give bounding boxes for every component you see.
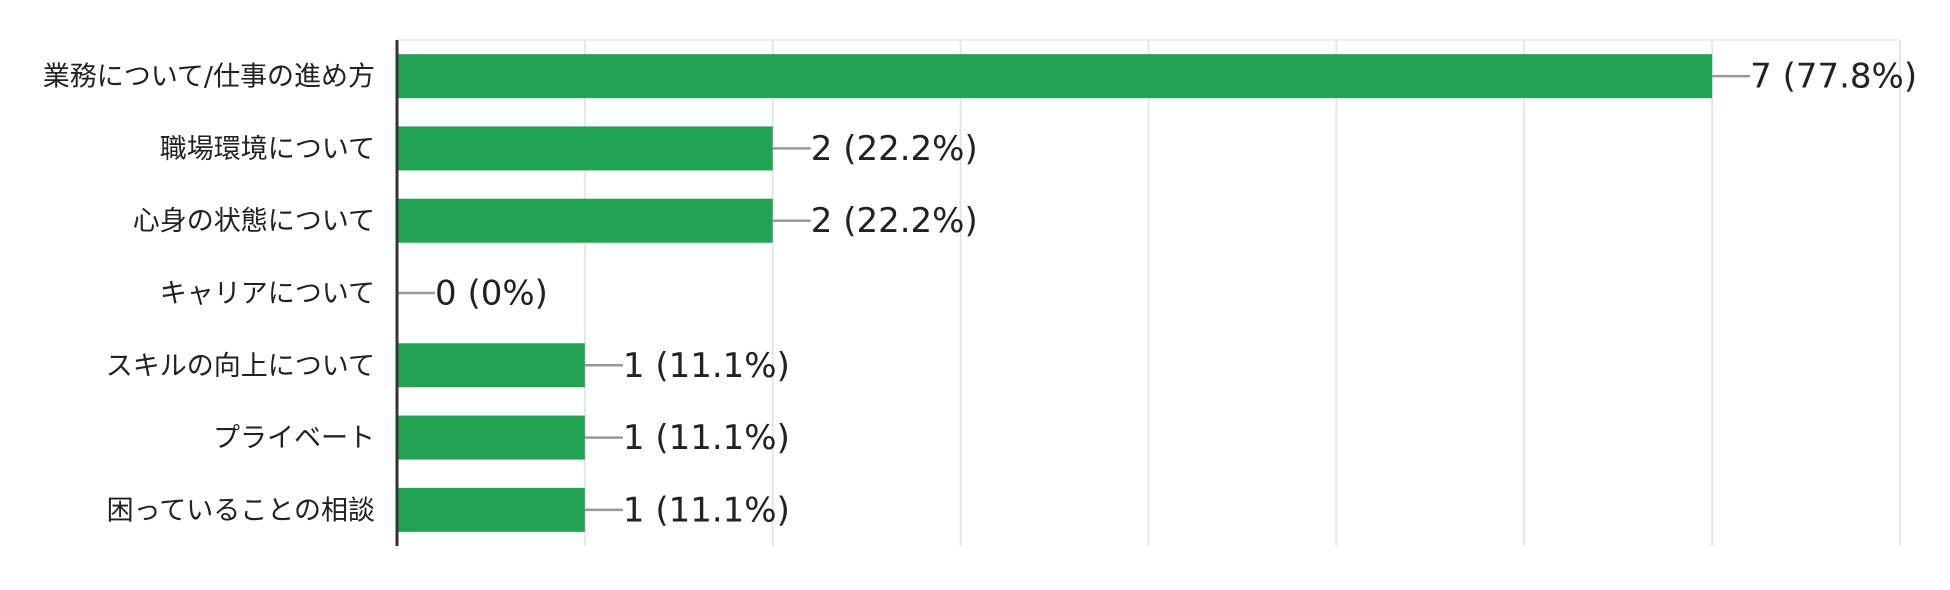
category-label: 職場環境について: [160, 134, 375, 165]
value-label: 2 (22.2%): [811, 129, 978, 169]
category-label: スキルの向上について: [106, 351, 375, 382]
category-label: 業務について/仕事の進め方: [43, 62, 375, 93]
value-label: 1 (11.1%): [623, 418, 790, 458]
bar: [397, 343, 585, 388]
value-label: 1 (11.1%): [623, 346, 790, 386]
value-label: 0 (0%): [435, 274, 548, 314]
bar: [397, 54, 1713, 99]
category-label: プライベート: [213, 423, 375, 454]
category-label: 心身の状態について: [133, 206, 375, 237]
category-label: キャリアについて: [160, 279, 375, 310]
bar: [397, 487, 585, 532]
bar: [397, 415, 585, 460]
value-label: 7 (77.8%): [1750, 57, 1917, 97]
category-label: 困っていることの相談: [107, 495, 375, 526]
value-label: 2 (22.2%): [811, 201, 978, 241]
bar: [397, 126, 773, 171]
bar: [397, 198, 773, 243]
value-label: 1 (11.1%): [623, 490, 790, 530]
